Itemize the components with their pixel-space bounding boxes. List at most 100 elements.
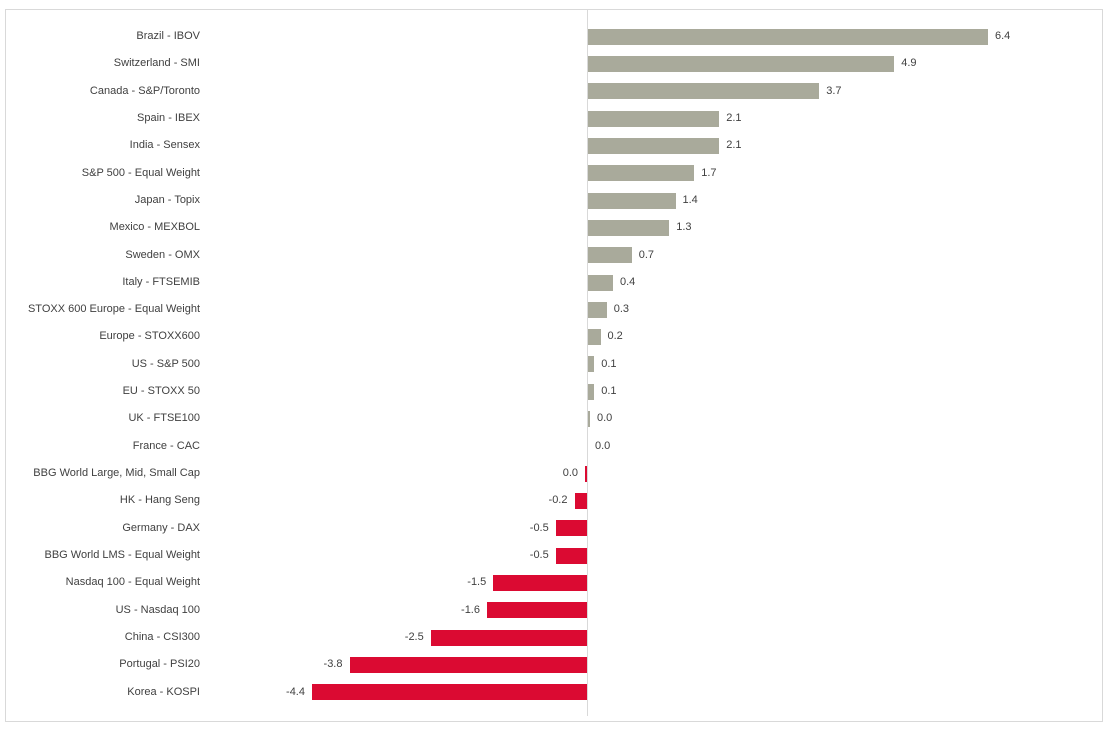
category-label: S&P 500 - Equal Weight	[81, 166, 200, 179]
bar-negative	[555, 520, 587, 537]
category-label: Brazil - IBOV	[136, 30, 200, 42]
bar-negative	[349, 656, 587, 673]
value-label: 1.3	[676, 221, 692, 234]
value-label: 6.4	[995, 30, 1011, 42]
value-label: 1.7	[701, 166, 717, 179]
category-label: Germany - DAX	[122, 521, 200, 534]
category-label: Spain - IBEX	[137, 111, 200, 124]
value-label: -4.4	[286, 685, 305, 698]
bar-positive	[588, 411, 590, 428]
bar-negative	[585, 465, 587, 482]
bar-negative	[555, 547, 587, 564]
category-label: China - CSI300	[124, 630, 200, 643]
value-label: 0.3	[613, 303, 630, 316]
chart-row: UK - FTSE100 0.0	[0, 405, 1109, 432]
bar-positive	[588, 247, 632, 264]
bar-positive	[588, 28, 988, 45]
value-label: -0.5	[529, 521, 549, 534]
chart-row: BBG World Large, Mid, Small Cap 0.0	[0, 460, 1109, 487]
category-label: Japan - Topix	[134, 193, 200, 206]
bar-positive	[588, 83, 820, 100]
chart-row: Brazil - IBOV 6.4	[0, 23, 1109, 50]
chart-row: Korea - KOSPI -4.4	[0, 679, 1109, 706]
chart-row: US - Nasdaq 100 -1.6	[0, 597, 1109, 624]
bar-negative	[493, 574, 587, 591]
chart-row: EU - STOXX 50 0.1	[0, 378, 1109, 405]
bar-chart: Brazil - IBOV 6.4 Switzerland - SMI 4.9 Cana…	[0, 23, 1109, 706]
value-label: 0.0	[562, 467, 578, 479]
category-label: BBG World LMS - Equal Weight	[44, 548, 201, 561]
category-label: Nasdaq 100 - Equal Weight	[65, 576, 200, 589]
bar-positive	[588, 192, 676, 209]
bar-negative	[487, 602, 587, 619]
chart-row: France - CAC 0.0	[0, 433, 1109, 460]
value-label: -3.8	[323, 658, 343, 671]
chart-row: Portugal - PSI20 -3.8	[0, 651, 1109, 678]
chart-row: Europe - STOXX600 0.2	[0, 323, 1109, 350]
chart-row: STOXX 600 Europe - Equal Weight 0.3	[0, 296, 1109, 323]
category-label: UK - FTSE100	[128, 412, 200, 425]
category-label: Italy - FTSEMIB	[122, 275, 200, 288]
bar-positive	[588, 356, 595, 373]
chart-row: China - CSI300 -2.5	[0, 624, 1109, 651]
bar-positive	[588, 301, 607, 318]
value-label: 2.1	[726, 139, 742, 152]
value-label: 0.7	[638, 248, 655, 261]
chart-row: Canada - S&P/Toronto 3.7	[0, 78, 1109, 105]
category-label: HK - Hang Seng	[119, 494, 200, 507]
chart-row: Sweden - OMX 0.7	[0, 242, 1109, 269]
chart-row: HK - Hang Seng -0.2	[0, 487, 1109, 514]
value-label: 0.2	[607, 330, 623, 343]
value-label: -2.5	[404, 630, 424, 643]
bar-positive	[588, 329, 601, 346]
category-label: Korea - KOSPI	[127, 685, 200, 698]
value-label: 3.7	[826, 84, 842, 97]
chart-row: Spain - IBEX 2.1	[0, 105, 1109, 132]
category-label: Switzerland - SMI	[113, 57, 200, 70]
bar-positive	[588, 137, 720, 154]
value-label: -1.5	[467, 576, 487, 589]
category-label: Canada - S&P/Toronto	[89, 84, 200, 97]
category-label: Mexico - MEXBOL	[109, 221, 200, 234]
chart-row: Nasdaq 100 - Equal Weight -1.5	[0, 569, 1109, 596]
value-label: 1.4	[682, 193, 698, 206]
chart-row: Switzerland - SMI 4.9	[0, 50, 1109, 77]
bar-positive	[588, 274, 613, 291]
category-label: BBG World Large, Mid, Small Cap	[33, 467, 200, 479]
value-label: 0.4	[620, 275, 636, 288]
category-label: Europe - STOXX600	[99, 330, 200, 343]
chart-row: S&P 500 - Equal Weight 1.7	[0, 160, 1109, 187]
value-label: 2.1	[726, 111, 742, 124]
zero-axis-line	[587, 10, 588, 716]
chart-row: Germany - DAX -0.5	[0, 515, 1109, 542]
chart-row: Japan - Topix 1.4	[0, 187, 1109, 214]
value-label: 4.9	[901, 57, 917, 70]
bar-positive	[588, 165, 695, 182]
value-label: -1.6	[461, 603, 480, 616]
value-label: -0.5	[529, 548, 549, 561]
bar-negative	[574, 493, 587, 509]
value-label: 0.1	[601, 357, 617, 370]
chart-row: Mexico - MEXBOL 1.3	[0, 214, 1109, 241]
value-label: -0.2	[548, 494, 568, 507]
category-label: Portugal - PSI20	[119, 658, 200, 671]
chart-row: US - S&P 500 0.1	[0, 351, 1109, 378]
value-label: 0.1	[601, 385, 617, 398]
category-label: India - Sensex	[129, 139, 200, 152]
category-label: Sweden - OMX	[125, 248, 200, 261]
chart-row: Italy - FTSEMIB 0.4	[0, 269, 1109, 296]
chart-row: India - Sensex 2.1	[0, 132, 1109, 159]
category-label: France - CAC	[132, 439, 200, 452]
bar-positive	[588, 56, 895, 72]
value-label: 0.0	[595, 439, 611, 452]
category-label: US - S&P 500	[131, 357, 200, 370]
category-label: US - Nasdaq 100	[115, 603, 200, 616]
value-label: 0.0	[597, 412, 613, 425]
bar-negative	[312, 684, 587, 701]
bar-positive	[588, 110, 720, 127]
category-label: EU - STOXX 50	[122, 385, 200, 398]
chart-row: BBG World LMS - Equal Weight -0.5	[0, 542, 1109, 569]
bar-positive	[588, 219, 670, 236]
bar-negative	[430, 629, 587, 646]
category-label: STOXX 600 Europe - Equal Weight	[27, 303, 200, 316]
